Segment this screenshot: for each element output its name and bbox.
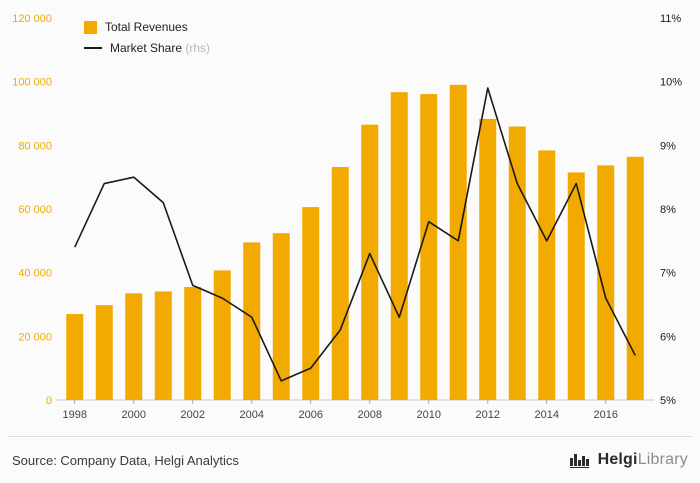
x-axis-label: 2016 (594, 409, 618, 421)
left-axis-tick-label: 0 (46, 395, 52, 407)
left-axis-tick-label: 20 000 (18, 331, 52, 343)
x-axis-label: 1998 (63, 409, 87, 421)
bar-2000 (125, 293, 143, 400)
legend-label: Total Revenues (105, 20, 188, 34)
left-axis-tick-label: 120 000 (12, 13, 52, 25)
bar-2010 (420, 94, 438, 400)
right-axis-tick-label: 5% (660, 395, 676, 407)
legend-item-market-share: Market Share (rhs) (84, 41, 210, 55)
chart-footer: Source: Company Data, Helgi Analytics He… (8, 436, 692, 483)
helgi-library-logo: HelgiLibrary (569, 451, 688, 469)
bar-2003 (213, 270, 231, 400)
legend-note: (rhs) (185, 41, 211, 55)
x-axis-label: 2008 (358, 409, 382, 421)
bar-2008 (361, 124, 379, 401)
x-axis-label: 2000 (122, 409, 146, 421)
market-share-line (74, 87, 636, 382)
x-axis-label: 2004 (240, 409, 264, 421)
left-axis-tick-label: 100 000 (12, 77, 52, 89)
right-axis-tick-label: 7% (660, 268, 676, 280)
right-axis-tick-label: 9% (660, 140, 676, 152)
source-note: Source: Company Data, Helgi Analytics (12, 452, 239, 468)
bar-1998 (66, 314, 84, 400)
legend-item-total-revenues: Total Revenues (84, 20, 210, 34)
bar-chart-logo-icon (569, 454, 589, 468)
bar-1999 (95, 305, 113, 400)
right-axis-tick-label: 6% (660, 331, 676, 343)
x-axis-label: 2012 (476, 409, 500, 421)
left-axis-tick-label: 60 000 (18, 204, 52, 216)
x-axis-label: 2002 (181, 409, 205, 421)
logo-text: HelgiLibrary (597, 451, 688, 468)
x-axis-label: 2006 (299, 409, 323, 421)
bar-2005 (272, 233, 290, 400)
bar-2014 (538, 150, 556, 400)
bar-2002 (184, 286, 202, 400)
chart-canvas: 0 20 000 40 000 60 000 80 000 100 000 120 000 5… (12, 13, 682, 421)
bar-2015 (567, 172, 585, 400)
right-axis-tick-label: 10% (660, 77, 682, 89)
bar-2001 (154, 291, 172, 400)
left-axis-tick-label: 80 000 (18, 140, 52, 152)
bar-2012 (479, 118, 497, 400)
bar-2017 (626, 156, 644, 400)
x-axis-label: 2014 (535, 409, 559, 421)
bar-2013 (508, 126, 526, 400)
line-swatch-icon (84, 47, 102, 49)
right-axis-tick-label: 11% (660, 13, 681, 25)
revenue-market-share-chart: 0 20 000 40 000 60 000 80 000 100 000 120 000 5… (12, 13, 682, 421)
x-axis-label: 2010 (417, 409, 441, 421)
bar-2011 (449, 84, 467, 400)
bar-2009 (390, 92, 408, 401)
right-axis-tick-label: 8% (660, 204, 676, 216)
bar-2007 (331, 166, 349, 400)
bar-swatch-icon (84, 20, 97, 34)
bar-2004 (243, 242, 261, 400)
bar-2006 (302, 207, 320, 400)
bar-2016 (597, 165, 615, 400)
legend-label: Market Share (rhs) (110, 41, 211, 55)
chart-legend: Total Revenues Market Share (rhs) (84, 20, 210, 55)
left-axis-tick-label: 40 000 (18, 268, 52, 280)
